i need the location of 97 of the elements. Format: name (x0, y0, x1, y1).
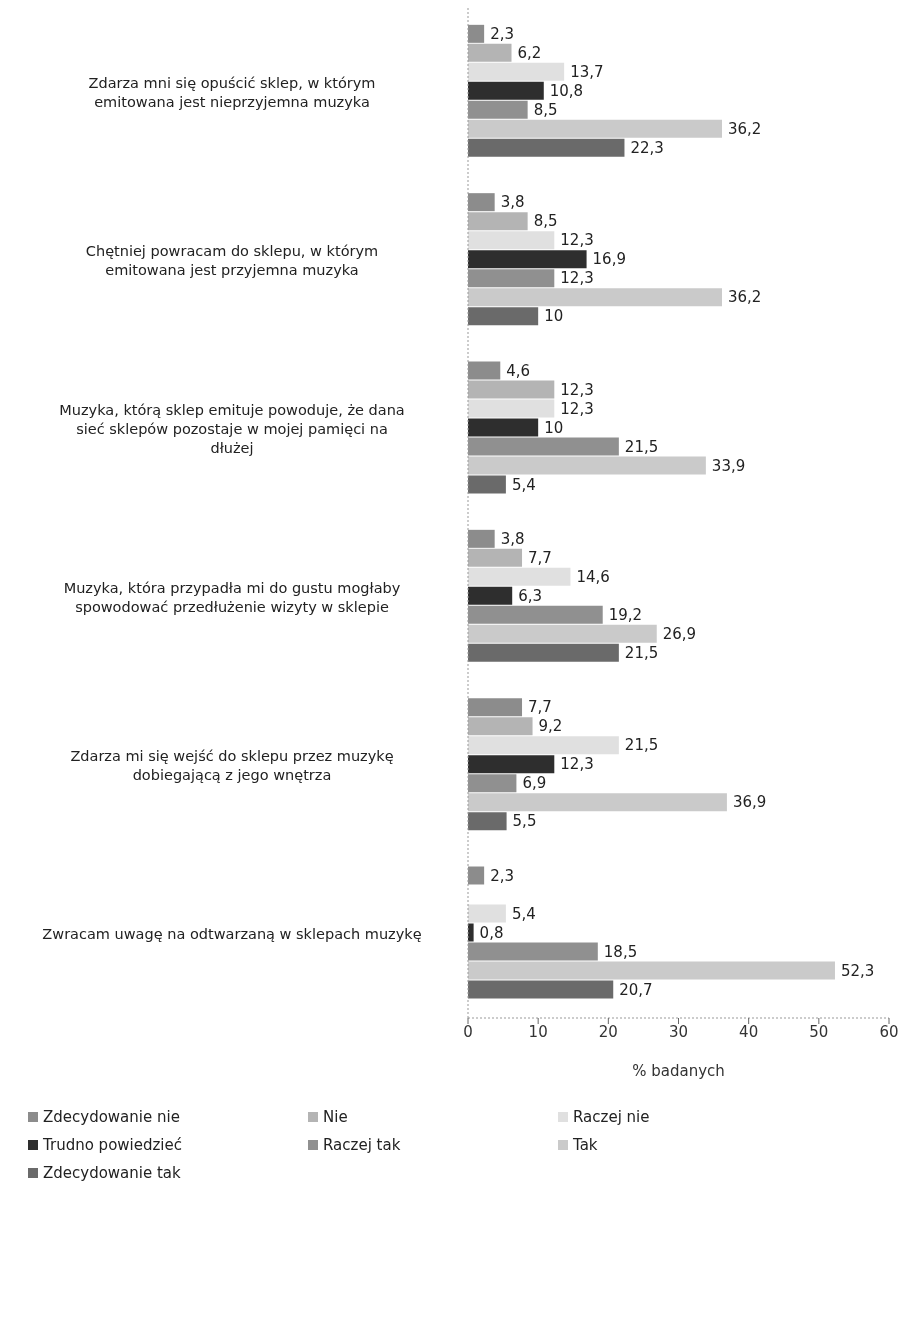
bar (468, 361, 501, 380)
x-tick-label: 20 (598, 1022, 618, 1041)
data-label: 8,5 (533, 101, 558, 120)
data-label: 2,3 (490, 866, 514, 885)
bar (468, 81, 544, 100)
data-label: 7,7 (528, 698, 552, 717)
data-label: 8,5 (533, 212, 558, 231)
data-label: 19,2 (608, 606, 643, 625)
bar (468, 755, 555, 774)
bar (468, 138, 625, 157)
data-label: 26,9 (662, 625, 697, 644)
data-label: 18,5 (603, 942, 638, 961)
bar (468, 119, 722, 138)
x-tick-label: 40 (739, 1022, 759, 1041)
bar (468, 288, 722, 307)
bar (468, 529, 495, 548)
bar (468, 567, 571, 586)
bar (468, 961, 835, 980)
data-label: 12,3 (560, 755, 594, 774)
bar (468, 193, 495, 212)
data-label: 21,5 (624, 437, 659, 456)
legend-label: Trudno powiedzieć (43, 1136, 183, 1154)
bar (468, 250, 587, 269)
y-tick-label: Muzyka, która przypadła mi do gustu mogłaby spowodować przedłużenie wizyty w sklepie (63, 579, 401, 615)
data-label: 13,7 (570, 63, 604, 82)
bar (468, 866, 485, 885)
data-label: 3,8 (500, 530, 525, 549)
data-label: 36,2 (728, 120, 762, 139)
bar (468, 475, 506, 494)
data-label: 21,5 (624, 736, 659, 755)
y-tick-label: Zdarza mni się opuścić sklep, w którym emitowana jest nieprzyjemna muzyka (88, 74, 376, 110)
bar (468, 43, 512, 62)
bar (468, 980, 614, 999)
data-label: 5,4 (511, 904, 536, 923)
bar (468, 307, 539, 326)
bar (468, 24, 485, 43)
bar (468, 456, 706, 475)
bar (468, 62, 565, 81)
bar (468, 624, 657, 643)
data-label: 7,7 (528, 549, 552, 568)
data-label: 12,3 (560, 269, 594, 288)
data-label: 36,2 (728, 288, 762, 307)
data-label: 12,3 (560, 399, 594, 418)
x-tick-label: 60 (879, 1022, 899, 1041)
y-tick-label: Zdarza mi się wejść do sklepu przez muzykę dobiegającą z jego wnętrza (70, 748, 394, 783)
data-label: 16,9 (592, 250, 626, 269)
data-label: 5,4 (511, 475, 536, 494)
data-label: 14,6 (576, 568, 610, 587)
x-axis-title: % badanych (632, 1062, 725, 1080)
bar (468, 923, 474, 942)
legend-label: Tak (573, 1136, 598, 1154)
data-label: 10 (544, 307, 564, 326)
data-label: 20,7 (619, 980, 653, 999)
data-label: 6,3 (518, 587, 543, 606)
x-tick-label: 0 (463, 1022, 473, 1041)
data-label: 9,2 (538, 717, 563, 736)
bar (468, 717, 533, 736)
data-label: 6,2 (517, 44, 542, 63)
data-label: 52,3 (840, 961, 875, 980)
data-label: 22,3 (630, 139, 664, 158)
y-tick-label: Chętniej powracam do sklepu, w którym emitowana jest przyjemna muzyka (85, 243, 379, 278)
bar (468, 904, 506, 923)
data-label: 5,5 (512, 812, 537, 831)
data-label: 12,3 (560, 380, 594, 399)
bar (468, 399, 555, 418)
x-tick-label: 30 (668, 1022, 689, 1041)
bar (468, 698, 523, 717)
data-label: 12,3 (560, 231, 594, 250)
data-label: 36,9 (732, 793, 767, 812)
data-label: 10 (544, 418, 564, 437)
bar (468, 418, 539, 437)
y-tick-label: Muzyka, którą sklep emituje powoduje, że dana sieć sklepów pozostaje w mojej pamięci na dłużej (59, 401, 405, 456)
bar (468, 586, 513, 605)
y-tick-label: Zwracam uwagę na odtwarzaną w sklepach muzykę (42, 925, 422, 942)
data-label: 4,6 (506, 361, 531, 380)
legend-label: Raczej nie (573, 1108, 650, 1126)
data-label: 21,5 (624, 644, 659, 663)
legend-label: Nie (323, 1108, 348, 1126)
legend-label: Raczej tak (323, 1136, 401, 1154)
data-label: 6,9 (522, 774, 547, 793)
bar (468, 793, 727, 812)
bar (468, 380, 555, 399)
bar (468, 736, 619, 755)
legend-label: Zdecydowanie tak (43, 1164, 181, 1182)
bar (468, 643, 619, 662)
legend-label: Zdecydowanie nie (43, 1108, 180, 1126)
bar (468, 212, 528, 231)
data-label: 2,3 (490, 25, 514, 44)
bar (468, 548, 523, 567)
data-label: 3,8 (500, 193, 525, 212)
bar (468, 812, 507, 831)
x-tick-label: 50 (809, 1022, 829, 1041)
x-tick-label: 10 (528, 1022, 548, 1041)
data-label: 10,8 (549, 82, 584, 101)
data-label: 33,9 (711, 456, 746, 475)
data-label: 0,8 (479, 923, 504, 942)
bar (468, 231, 555, 250)
